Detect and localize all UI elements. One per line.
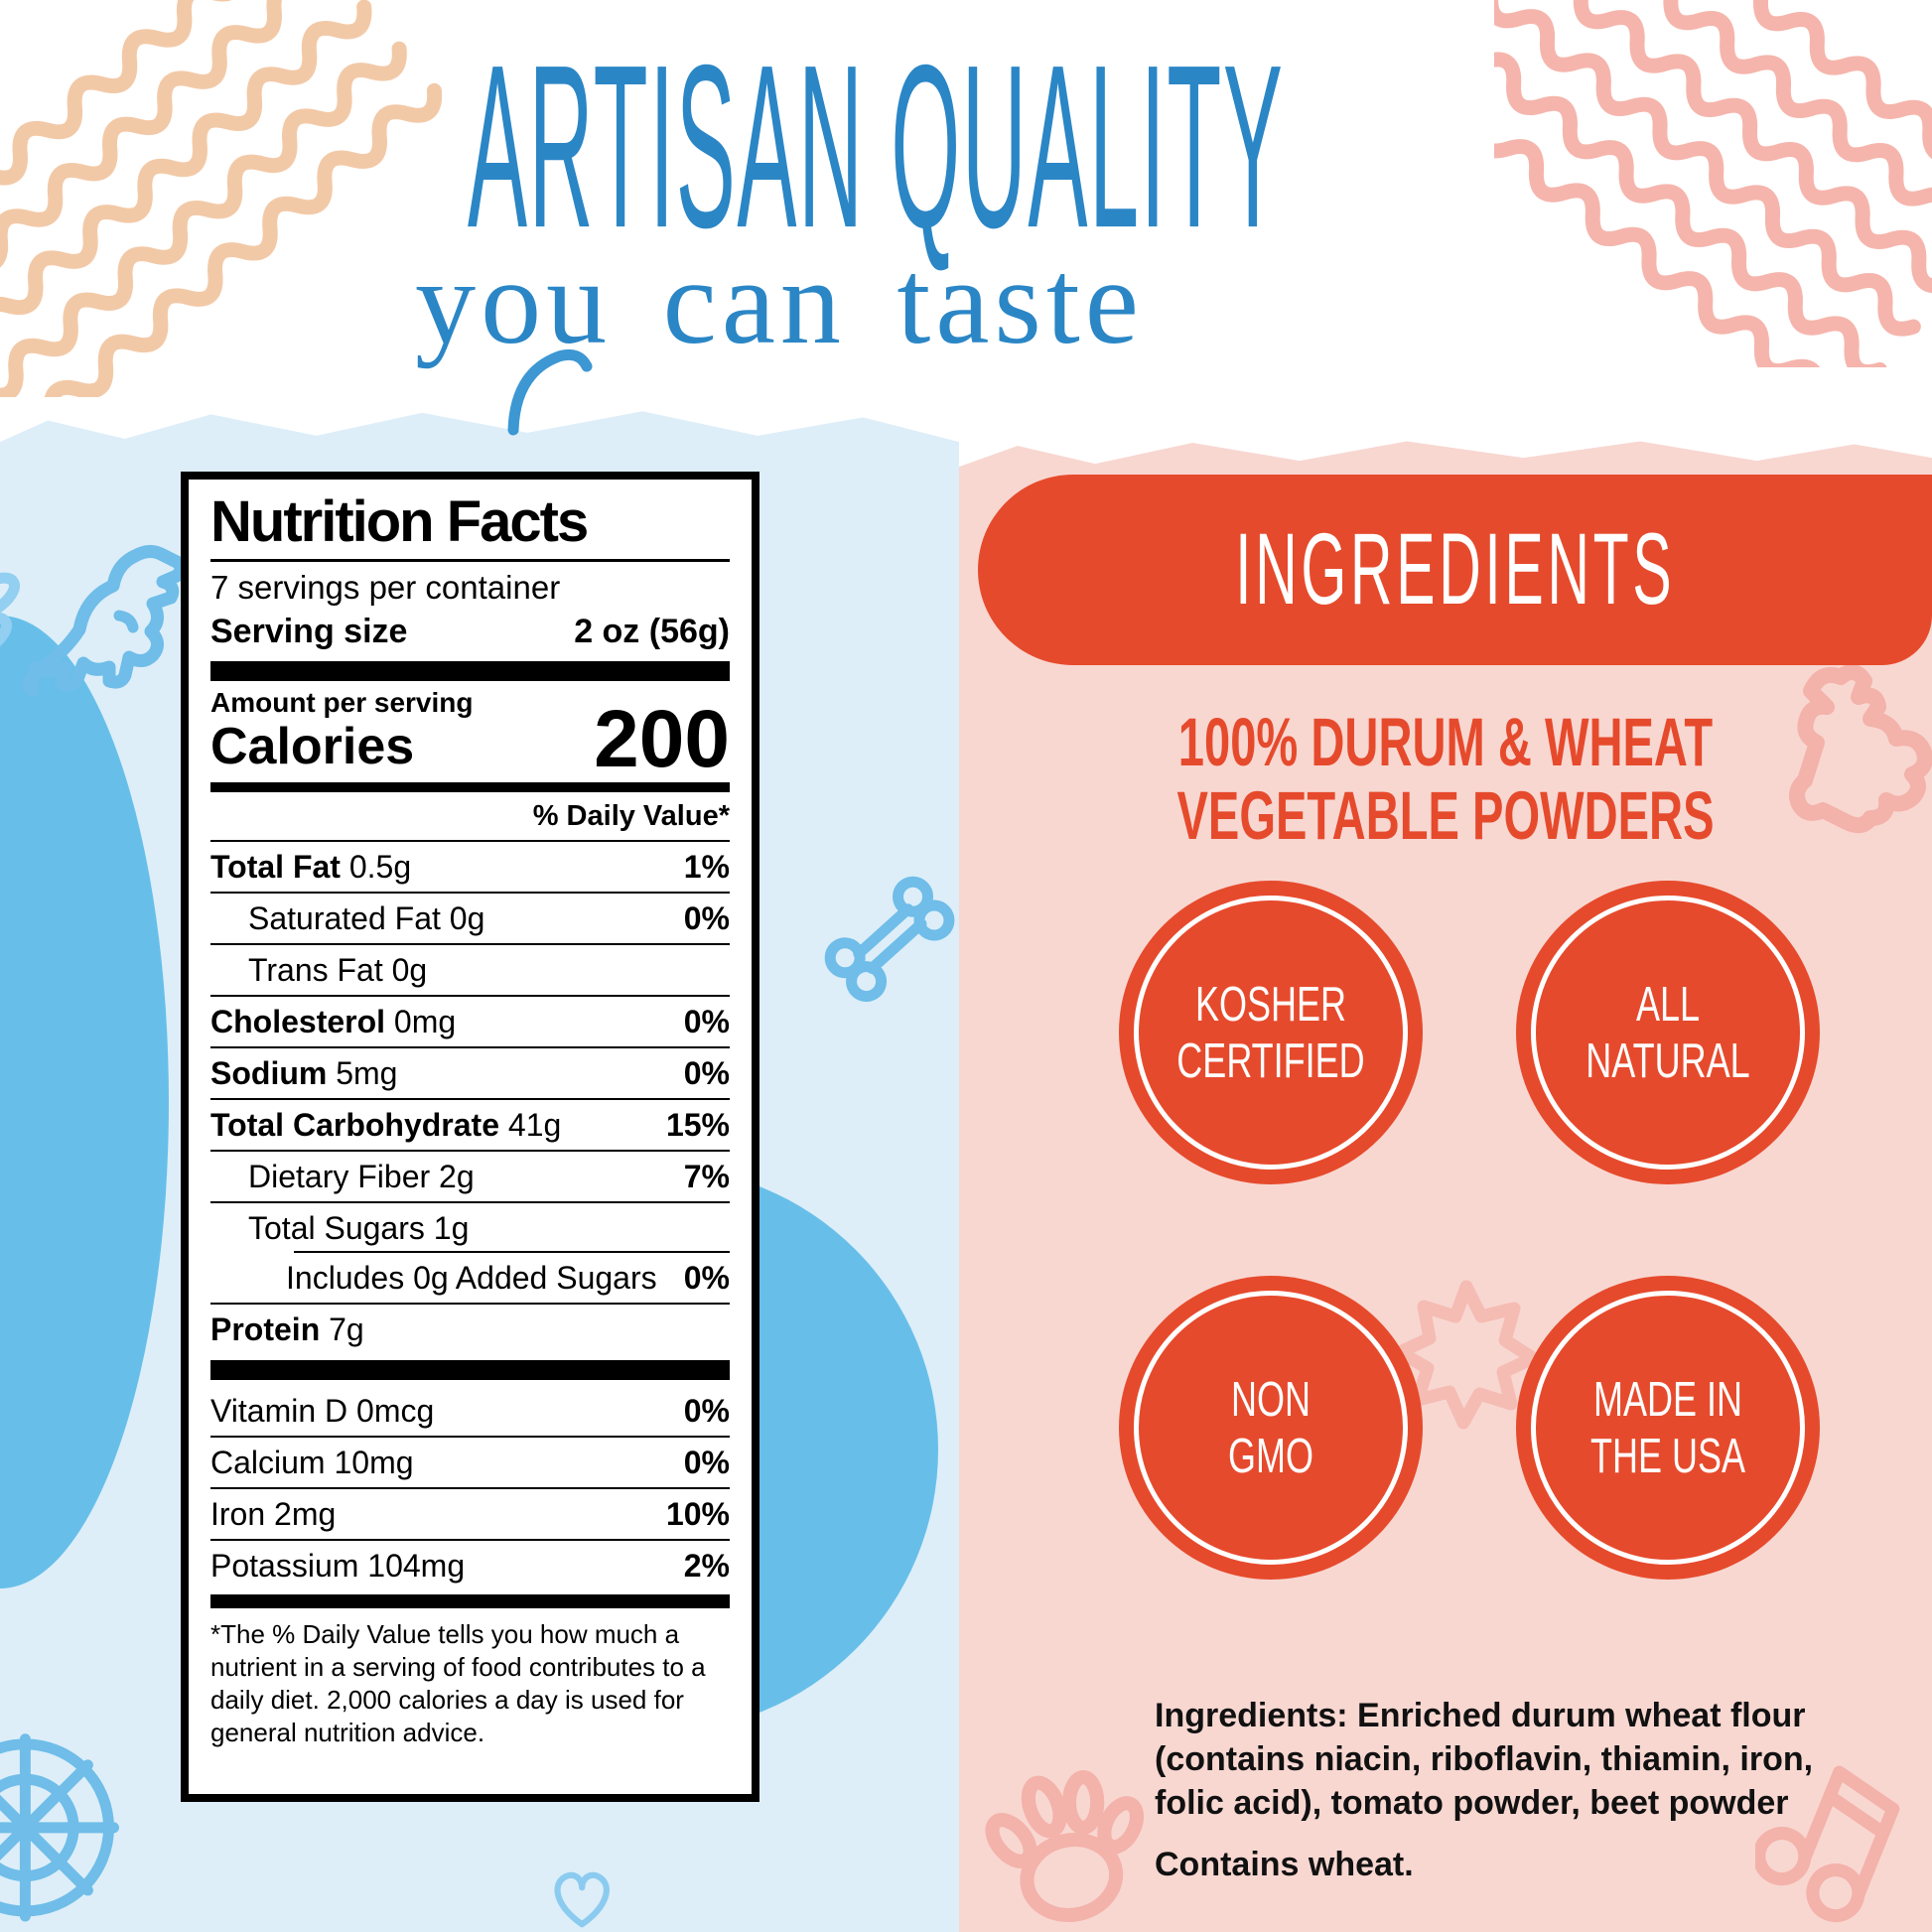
subheader-line2: VEGETABLE POWDERS (1176, 778, 1715, 855)
nutrient-row-dietary-fiber: Dietary Fiber 2g 7% (210, 1152, 730, 1203)
page-subtitle: you can taste (415, 235, 1144, 369)
nutrient-row-trans-fat: Trans Fat 0g (210, 945, 730, 997)
waves-peach-pattern-icon (0, 0, 443, 397)
vitamin-row-potassium: Potassium 104mg 2% (210, 1548, 730, 1584)
bone-pasta-icon (824, 876, 955, 1003)
nutrient-row-total-sugars: Total Sugars 1g (210, 1203, 730, 1253)
waves-pink-pattern-icon (1494, 0, 1932, 367)
dv-value: 10% (665, 1496, 730, 1532)
serving-size-value: 2 oz (56g) (574, 613, 730, 650)
calories-value: 200 (594, 694, 730, 784)
dv-value: 15% (665, 1107, 730, 1143)
headline-block: ARTISAN QUALITY you can taste (0, 0, 1559, 367)
vitamin-row-calcium: Calcium 10mg 0% (210, 1438, 730, 1489)
allergen-statement: Contains wheat. (1155, 1846, 1414, 1883)
calories-block: Amount per serving Calories 200 (210, 687, 730, 784)
star-pasta-icon (1393, 1280, 1540, 1430)
nutrient-row-added-sugars: Includes 0g Added Sugars 0% (210, 1253, 730, 1305)
dv-value: 0% (683, 1260, 730, 1296)
dv-value: 0% (683, 900, 730, 936)
right-panel-background (959, 441, 1932, 1932)
badge-non-gmo: NON GMO (1119, 1276, 1423, 1580)
dv-value: 0% (683, 1055, 730, 1091)
music-note-pasta-icon (1755, 1765, 1900, 1923)
dinosaur-pasta-icon (22, 544, 188, 698)
servings-per-container: 7 servings per container (210, 569, 561, 606)
ingredients-banner-title: INGREDIENTS (1234, 512, 1676, 626)
daily-value-header: % Daily Value* (210, 792, 730, 842)
badge-made-in-usa: MADE IN THE USA (1516, 1276, 1820, 1580)
divider-medium (210, 782, 730, 792)
nutrient-row-saturated-fat: Saturated Fat 0g 0% (210, 894, 730, 945)
swoosh-icon (507, 348, 593, 436)
paw-print-pasta-icon (985, 1770, 1145, 1923)
ingredients-subheader: 100% DURUM & WHEAT VEGETABLE POWDERS (959, 706, 1932, 855)
badge-all-natural: ALL NATURAL (1516, 881, 1820, 1184)
dv-value: 7% (683, 1159, 730, 1194)
spiderweb-pasta-icon (0, 1733, 119, 1922)
subheader-line1: 100% DURUM & WHEAT (1177, 705, 1714, 781)
nutrient-row-total-carbohydrate: Total Carbohydrate 41g 15% (210, 1100, 730, 1152)
nutrient-row-sodium: Sodium 5mg 0% (210, 1048, 730, 1100)
nutrient-row-cholesterol: Cholesterol 0mg 0% (210, 997, 730, 1048)
ingredients-banner: INGREDIENTS (978, 475, 1932, 665)
divider-footer (210, 1594, 730, 1608)
heart-pasta-icon (554, 1871, 610, 1928)
dv-value: 0% (683, 1004, 730, 1039)
dv-value: 0% (683, 1393, 730, 1429)
nutrition-facts-label: Nutrition Facts 7 servings per container… (181, 472, 759, 1802)
ingredients-text-block: Ingredients: Enriched durum wheat flour … (1155, 1694, 1850, 1886)
nutrient-row-protein: Protein 7g (210, 1311, 364, 1347)
badge-kosher-certified: KOSHER CERTIFIED (1119, 881, 1423, 1184)
dv-value: 1% (683, 849, 730, 885)
divider-thick (210, 661, 730, 681)
vitamin-row-iron: Iron 2mg 10% (210, 1489, 730, 1541)
rooster-pasta-icon (1789, 663, 1932, 834)
daily-value-footnote: *The % Daily Value tells you how much a … (210, 1619, 706, 1747)
dv-value: 0% (683, 1445, 730, 1480)
nutrient-row-total-fat: Total Fat 0.5g 1% (210, 842, 730, 894)
ingredients-list: Ingredients: Enriched durum wheat flour … (1155, 1697, 1814, 1822)
dv-value: 2% (683, 1548, 730, 1584)
divider-thick (210, 1360, 730, 1380)
vitamin-row-vitamin-d: Vitamin D 0mcg 0% (210, 1386, 730, 1438)
page-title: ARTISAN QUALITY (468, 15, 1285, 277)
penne-pasta-icon (0, 572, 21, 663)
serving-size-label: Serving size (210, 613, 408, 650)
serving-size-row: Serving size 2 oz (56g) (210, 610, 730, 653)
amount-per-serving-label: Amount per serving (210, 687, 474, 718)
nutrition-facts-title: Nutrition Facts (210, 491, 730, 562)
calories-label: Calories (210, 718, 415, 775)
